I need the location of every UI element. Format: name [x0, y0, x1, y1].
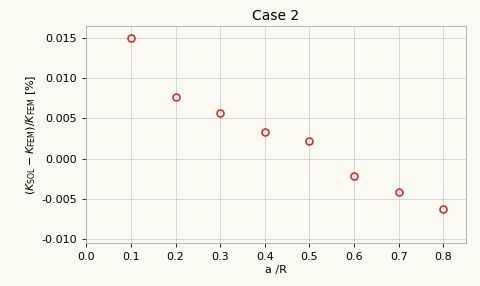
- Title: Case 2: Case 2: [252, 9, 300, 23]
- Y-axis label: $(K_{\rm SOL} - K_{\rm FEM})/K_{\rm FEM}$ [%]: $(K_{\rm SOL} - K_{\rm FEM})/K_{\rm FEM}…: [24, 74, 37, 194]
- X-axis label: a /R: a /R: [265, 265, 287, 275]
